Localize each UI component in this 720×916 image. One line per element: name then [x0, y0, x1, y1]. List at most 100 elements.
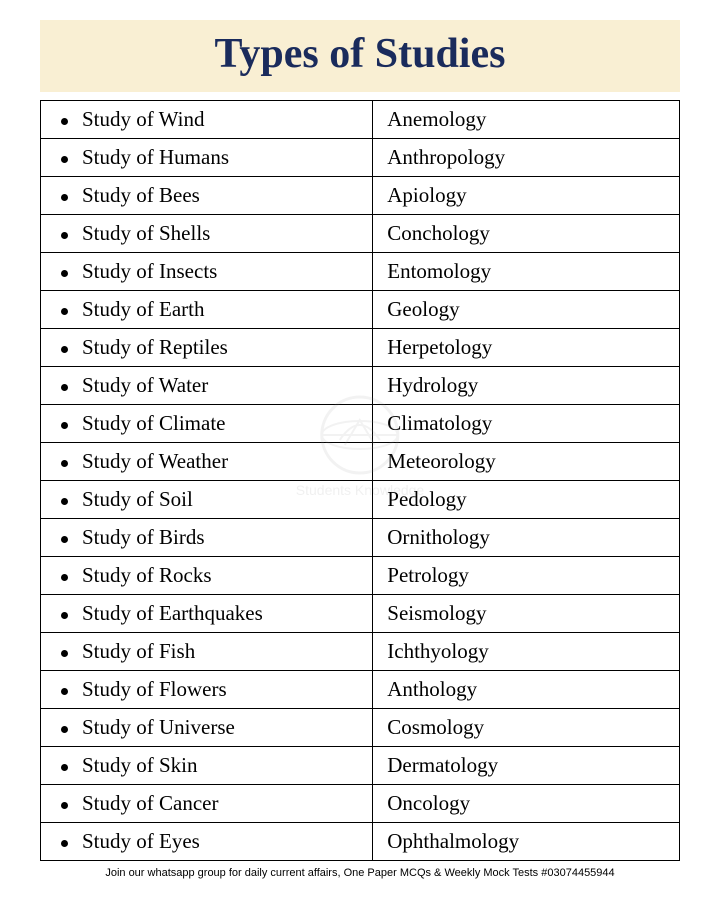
- bullet-icon: [61, 498, 68, 505]
- field-cell: Seismology: [373, 595, 680, 633]
- table-row: Study of Humans Anthropology: [41, 139, 680, 177]
- subject-cell: Study of Cancer: [41, 785, 373, 823]
- title-bar: Types of Studies: [40, 20, 680, 92]
- subject-text: Study of Universe: [82, 715, 235, 739]
- table-row: Study of Reptiles Herpetology: [41, 329, 680, 367]
- subject-cell: Study of Skin: [41, 747, 373, 785]
- footer-text: Join our whatsapp group for daily curren…: [40, 867, 680, 879]
- subject-text: Study of Wind: [82, 107, 204, 131]
- table-row: Study of Eyes Ophthalmology: [41, 823, 680, 861]
- table-row: Study of Water Hydrology: [41, 367, 680, 405]
- subject-cell: Study of Shells: [41, 215, 373, 253]
- field-cell: Dermatology: [373, 747, 680, 785]
- bullet-icon: [61, 346, 68, 353]
- subject-cell: Study of Water: [41, 367, 373, 405]
- subject-cell: Study of Flowers: [41, 671, 373, 709]
- page-title: Types of Studies: [40, 30, 680, 78]
- subject-cell: Study of Fish: [41, 633, 373, 671]
- field-cell: Herpetology: [373, 329, 680, 367]
- subject-cell: Study of Humans: [41, 139, 373, 177]
- bullet-icon: [61, 270, 68, 277]
- subject-cell: Study of Bees: [41, 177, 373, 215]
- field-cell: Ophthalmology: [373, 823, 680, 861]
- field-cell: Conchology: [373, 215, 680, 253]
- subject-text: Study of Birds: [82, 525, 205, 549]
- table-row: Study of Birds Ornithology: [41, 519, 680, 557]
- subject-text: Study of Earthquakes: [82, 601, 263, 625]
- subject-cell: Study of Reptiles: [41, 329, 373, 367]
- bullet-icon: [61, 384, 68, 391]
- field-cell: Ornithology: [373, 519, 680, 557]
- subject-cell: Study of Earthquakes: [41, 595, 373, 633]
- subject-text: Study of Bees: [82, 183, 200, 207]
- subject-text: Study of Earth: [82, 297, 204, 321]
- subject-text: Study of Shells: [82, 221, 210, 245]
- subject-cell: Study of Birds: [41, 519, 373, 557]
- bullet-icon: [61, 688, 68, 695]
- subject-text: Study of Climate: [82, 411, 226, 435]
- subject-cell: Study of Rocks: [41, 557, 373, 595]
- bullet-icon: [61, 650, 68, 657]
- subject-text: Study of Eyes: [82, 829, 200, 853]
- bullet-icon: [61, 156, 68, 163]
- field-cell: Meteorology: [373, 443, 680, 481]
- table-row: Study of Flowers Anthology: [41, 671, 680, 709]
- subject-text: Study of Flowers: [82, 677, 227, 701]
- bullet-icon: [61, 726, 68, 733]
- field-cell: Geology: [373, 291, 680, 329]
- bullet-icon: [61, 460, 68, 467]
- field-cell: Petrology: [373, 557, 680, 595]
- bullet-icon: [61, 764, 68, 771]
- subject-text: Study of Fish: [82, 639, 195, 663]
- field-cell: Climatology: [373, 405, 680, 443]
- table-row: Study of Weather Meteorology: [41, 443, 680, 481]
- bullet-icon: [61, 840, 68, 847]
- subject-text: Study of Insects: [82, 259, 217, 283]
- subject-text: Study of Water: [82, 373, 208, 397]
- field-cell: Anthropology: [373, 139, 680, 177]
- table-row: Study of Cancer Oncology: [41, 785, 680, 823]
- field-cell: Anthology: [373, 671, 680, 709]
- table-row: Study of WindAnemology: [41, 101, 680, 139]
- table-row: Study of Earth Geology: [41, 291, 680, 329]
- subject-text: Study of Skin: [82, 753, 198, 777]
- table-row: Study of Skin Dermatology: [41, 747, 680, 785]
- subject-text: Study of Cancer: [82, 791, 218, 815]
- subject-text: Study of Reptiles: [82, 335, 228, 359]
- subject-text: Study of Soil: [82, 487, 193, 511]
- table-row: Study of Universe Cosmology: [41, 709, 680, 747]
- bullet-icon: [61, 422, 68, 429]
- bullet-icon: [61, 574, 68, 581]
- bullet-icon: [61, 232, 68, 239]
- field-cell: Ichthyology: [373, 633, 680, 671]
- field-cell: Hydrology: [373, 367, 680, 405]
- subject-cell: Study of Weather: [41, 443, 373, 481]
- subject-text: Study of Weather: [82, 449, 228, 473]
- bullet-icon: [61, 194, 68, 201]
- table-row: Study of Bees Apiology: [41, 177, 680, 215]
- table-row: Study of Earthquakes Seismology: [41, 595, 680, 633]
- field-cell: Entomology: [373, 253, 680, 291]
- field-cell: Pedology: [373, 481, 680, 519]
- subject-text: Study of Humans: [82, 145, 229, 169]
- field-cell: Apiology: [373, 177, 680, 215]
- table-row: Study of Climate Climatology: [41, 405, 680, 443]
- subject-cell: Study of Soil: [41, 481, 373, 519]
- subject-cell: Study of Eyes: [41, 823, 373, 861]
- bullet-icon: [61, 118, 68, 125]
- table-body: Study of WindAnemology Study of Humans Ant…: [41, 101, 680, 861]
- bullet-icon: [61, 802, 68, 809]
- bullet-icon: [61, 536, 68, 543]
- field-cell: Oncology: [373, 785, 680, 823]
- table-row: Study of Rocks Petrology: [41, 557, 680, 595]
- bullet-icon: [61, 308, 68, 315]
- subject-cell: Study of Universe: [41, 709, 373, 747]
- table-row: Study of Shells Conchology: [41, 215, 680, 253]
- subject-cell: Study of Insects: [41, 253, 373, 291]
- table-row: Study of Insects Entomology: [41, 253, 680, 291]
- subject-cell: Study of Climate: [41, 405, 373, 443]
- subject-text: Study of Rocks: [82, 563, 212, 587]
- field-cell: Cosmology: [373, 709, 680, 747]
- table-row: Study of Soil Pedology: [41, 481, 680, 519]
- table-row: Study of Fish Ichthyology: [41, 633, 680, 671]
